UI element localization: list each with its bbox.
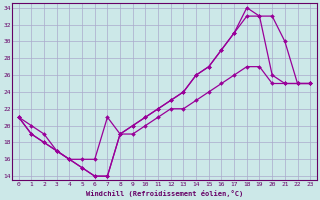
X-axis label: Windchill (Refroidissement éolien,°C): Windchill (Refroidissement éolien,°C) bbox=[86, 190, 243, 197]
